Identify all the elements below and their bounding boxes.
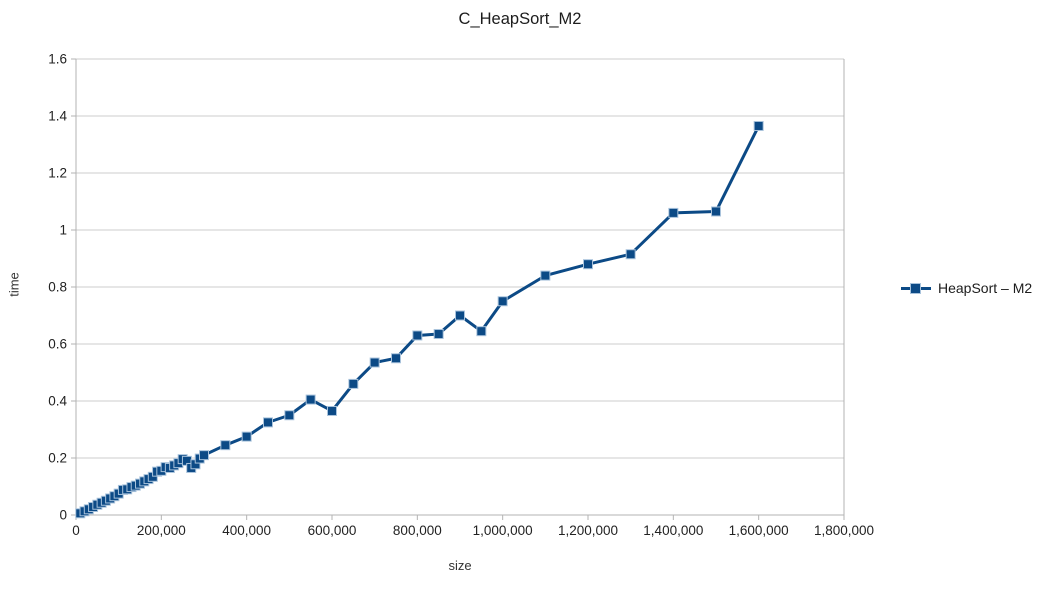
x-tick-label: 1,200,000 <box>558 523 618 538</box>
data-point-marker <box>625 249 636 260</box>
y-tick-label: 0 <box>59 508 67 523</box>
x-tick-label: 400,000 <box>222 523 271 538</box>
data-point-marker <box>433 329 444 340</box>
legend-marker-icon <box>901 283 931 293</box>
y-tick-label: 1.6 <box>48 52 67 67</box>
data-point-marker <box>583 259 593 270</box>
x-tick-label: 200,000 <box>137 523 186 538</box>
y-tick-label: 0.8 <box>48 280 67 295</box>
x-tick-label: 1,800,000 <box>814 523 874 538</box>
data-point-marker <box>412 330 423 341</box>
x-tick-label: 600,000 <box>308 523 357 538</box>
data-point-marker <box>199 450 209 461</box>
legend-label: HeapSort – M2 <box>938 280 1033 296</box>
data-point-marker <box>305 394 316 405</box>
data-point-marker <box>753 120 764 131</box>
y-tick-label: 1 <box>59 223 67 238</box>
data-point-marker <box>711 206 721 217</box>
data-point-marker <box>241 431 252 442</box>
chart-title: C_HeapSort_M2 <box>458 10 582 28</box>
y-tick-label: 1.4 <box>48 109 67 124</box>
data-point-marker <box>391 353 401 364</box>
x-tick-label: 800,000 <box>393 523 442 538</box>
x-tick-label: 1,400,000 <box>643 523 703 538</box>
data-point-marker <box>263 417 273 428</box>
data-point-marker <box>497 296 508 307</box>
legend-square <box>911 283 920 293</box>
data-point-marker <box>476 326 487 337</box>
x-tick-label: 1,000,000 <box>473 523 533 538</box>
x-tick-label: 0 <box>72 523 80 538</box>
data-point-marker <box>668 207 679 218</box>
data-point-marker <box>327 405 337 416</box>
y-axis-title: time <box>6 272 22 297</box>
data-point-marker <box>369 357 380 368</box>
data-point-marker <box>220 440 231 451</box>
data-point-marker <box>284 410 295 421</box>
legend: HeapSort – M2 <box>901 280 1032 296</box>
y-tick-label: 0.6 <box>48 337 67 352</box>
y-tick-label: 1.2 <box>48 166 67 181</box>
data-point-marker <box>348 378 359 389</box>
y-tick-label: 0.4 <box>48 394 67 409</box>
x-axis-title: size <box>448 558 472 573</box>
x-tick-label: 1,600,000 <box>729 523 789 538</box>
data-point-marker <box>455 310 465 321</box>
y-tick-label: 0.2 <box>48 451 67 466</box>
data-point-marker <box>540 270 551 281</box>
